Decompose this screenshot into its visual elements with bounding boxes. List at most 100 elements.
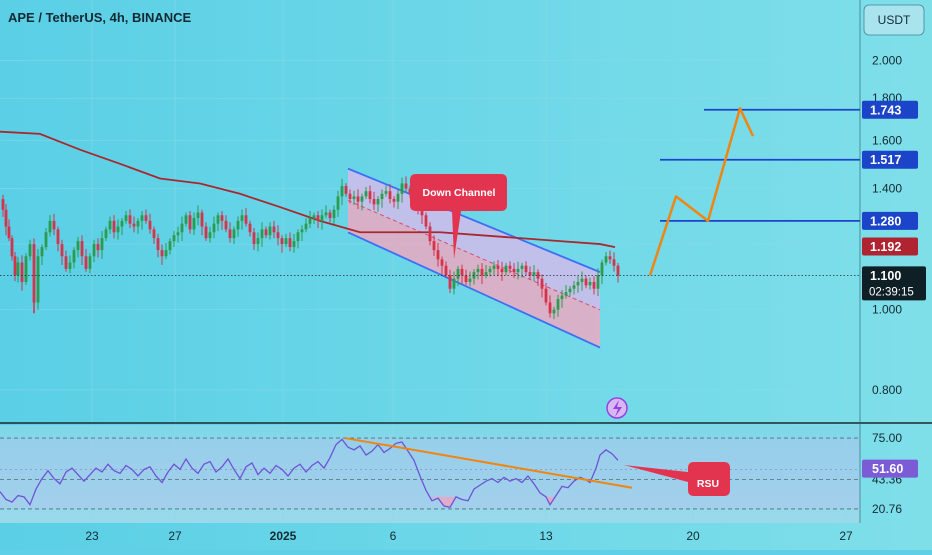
candle-body — [556, 299, 560, 310]
price-tick-label: 2.000 — [872, 53, 902, 67]
candle-body — [4, 209, 8, 227]
projection — [648, 107, 755, 276]
candle-body — [172, 235, 176, 242]
candle-body — [60, 244, 64, 257]
candle-body — [388, 191, 392, 200]
candle-body — [228, 229, 232, 239]
candle-body — [20, 262, 24, 282]
rsi-pane: RSU — [0, 437, 860, 510]
candle-body — [604, 256, 608, 263]
candle-body — [120, 220, 124, 227]
currency-button[interactable]: USDT — [863, 4, 925, 36]
candle-body — [80, 241, 84, 257]
candle-body — [460, 268, 464, 276]
candle-body — [436, 250, 440, 260]
time-axis[interactable]: 23 27 2025 6 13 20 27 — [85, 529, 853, 543]
rsu-callout-bubble — [624, 462, 730, 496]
candle-body — [52, 220, 56, 230]
candle-body — [608, 256, 612, 260]
candle-body — [568, 288, 572, 293]
candle-body — [512, 268, 516, 273]
candle-body — [524, 265, 528, 273]
candle-body — [612, 259, 616, 266]
candle-body — [588, 281, 592, 286]
candle-body — [464, 275, 468, 282]
candle-body — [532, 272, 536, 276]
candle-body — [404, 183, 408, 189]
candle-body — [64, 256, 68, 269]
candle-body — [396, 193, 400, 202]
candle-body — [576, 281, 580, 286]
candle-body — [572, 285, 576, 289]
candle-body — [448, 275, 452, 289]
ma-value-label-box — [862, 237, 918, 256]
candle-body — [420, 207, 424, 216]
last-price-box — [862, 266, 926, 301]
candle-body — [292, 241, 296, 248]
candle-body — [260, 229, 264, 239]
price-axis[interactable]: 2.0001.8001.6001.4001.2001.0000.8001.743… — [862, 53, 926, 397]
candle-body — [224, 220, 228, 230]
candle-body — [324, 212, 328, 216]
candle-body — [84, 256, 88, 269]
candle-body — [456, 268, 460, 279]
candle-body — [116, 226, 120, 233]
target-level-3-label-box — [862, 211, 918, 230]
candle-body — [592, 281, 596, 289]
candle-body — [600, 262, 604, 276]
candle-body — [304, 223, 308, 230]
candle-body — [10, 238, 14, 257]
candle-body — [1, 199, 5, 210]
candle-body — [372, 199, 376, 205]
rsi-oversold-fill — [540, 496, 556, 505]
rsi-trendline — [344, 437, 633, 489]
target-levels — [660, 108, 860, 222]
candle-body — [352, 196, 356, 200]
candle-body — [480, 268, 484, 276]
candle-body — [488, 268, 492, 273]
rsu-callout-label: RSU — [697, 478, 719, 490]
candle-body — [184, 215, 188, 224]
candle-body — [336, 196, 340, 210]
candle-body — [332, 209, 336, 219]
candle-body — [516, 268, 520, 273]
last-price-label: 1.100 — [870, 269, 901, 283]
candle-body — [252, 232, 256, 245]
candle-body — [356, 196, 360, 202]
target-level-1-label: 1.743 — [870, 103, 901, 117]
channel-midline — [347, 199, 601, 311]
candle-body — [40, 247, 44, 257]
candle-body — [16, 262, 20, 276]
candle-body — [13, 256, 17, 276]
price-tick-label: 1.000 — [872, 303, 902, 317]
candles — [0, 176, 860, 320]
candle-body — [56, 229, 60, 245]
candle-body — [96, 244, 100, 251]
candle-body — [244, 215, 248, 224]
candle-body — [552, 309, 556, 314]
candle-body — [548, 302, 552, 314]
candle-body — [316, 215, 320, 221]
candle-body — [284, 238, 288, 245]
candle-body — [88, 256, 92, 269]
candle-body — [136, 220, 140, 227]
channel-lower-line — [347, 231, 601, 349]
candle-body — [204, 226, 208, 239]
rsi-oversold-fill — [428, 496, 462, 508]
candle-body — [528, 272, 532, 276]
ma-value-label: 1.192 — [870, 240, 901, 254]
candle-body — [152, 229, 156, 239]
candle-body — [168, 241, 172, 251]
target-level-2-label-box — [862, 150, 918, 169]
candle-body — [248, 223, 252, 233]
candle-body — [164, 250, 168, 257]
candle-body — [140, 215, 144, 221]
candle-body — [544, 288, 548, 303]
candle-body — [500, 268, 504, 273]
candle-body — [128, 215, 132, 224]
candle-body — [160, 250, 164, 257]
target-level-3-label: 1.280 — [870, 214, 901, 228]
symbol-title: APE / TetherUS, 4h, BINANCE — [8, 10, 192, 25]
